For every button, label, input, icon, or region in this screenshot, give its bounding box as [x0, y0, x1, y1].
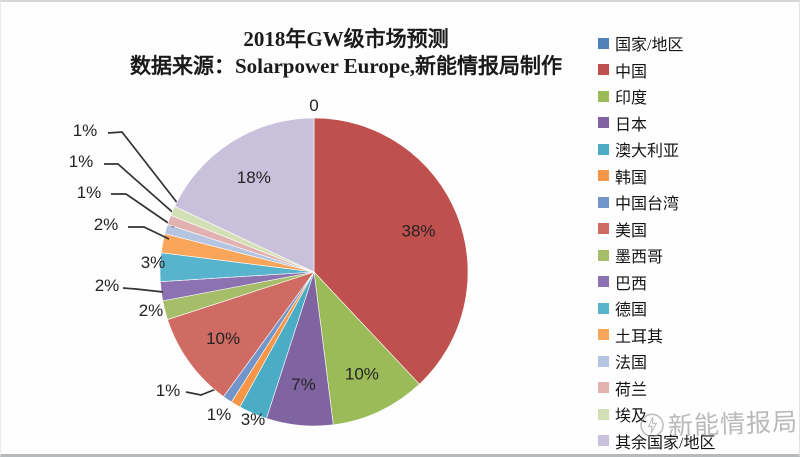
legend-item-7: 美国: [598, 216, 798, 243]
legend-label: 德国: [615, 302, 648, 320]
pie-slice-1: [313, 117, 469, 385]
legend-item-9: 巴西: [598, 269, 798, 296]
legend-label: 中国: [615, 63, 648, 81]
legend-item-10: 德国: [598, 295, 798, 322]
chart-legend: 国家/地区中国印度日本澳大利亚韩国中国台湾美国墨西哥巴西德国土耳其法国荷兰埃及其…: [598, 30, 798, 454]
legend-swatch-icon: [598, 143, 609, 155]
legend-label: 澳大利亚: [615, 143, 680, 161]
pie-data-label-7: 10%: [206, 329, 240, 348]
pie-data-label-11: 2%: [94, 215, 119, 234]
legend-swatch-icon: [598, 249, 609, 261]
legend-label: 埃及: [615, 408, 648, 426]
legend-label: 墨西哥: [615, 249, 664, 267]
pie-data-label-4: 3%: [241, 410, 266, 429]
legend-label: 巴西: [615, 275, 648, 293]
legend-label: 中国台湾: [615, 196, 680, 214]
legend-label: 土耳其: [615, 328, 664, 346]
legend-item-12: 法国: [598, 348, 798, 375]
legend-swatch-icon: [598, 355, 609, 367]
legend-item-11: 土耳其: [598, 322, 798, 349]
leader-line-9: [122, 287, 164, 293]
legend-swatch-icon: [598, 302, 609, 314]
legend-swatch-icon: [598, 276, 609, 288]
legend-swatch-icon: [598, 90, 609, 102]
legend-label: 其余国家/地区: [615, 434, 716, 452]
pie-data-label-2: 10%: [345, 365, 379, 384]
legend-swatch-icon: [598, 435, 609, 447]
chart-title-block: 2018年GW级市场预测 数据来源：Solarpower Europe,新能情报…: [56, 26, 636, 80]
legend-label: 国家/地区: [615, 37, 684, 55]
legend-item-1: 中国: [598, 57, 798, 84]
legend-item-13: 荷兰: [598, 375, 798, 402]
legend-swatch-icon: [598, 37, 609, 49]
legend-label: 韩国: [615, 169, 648, 187]
legend-swatch-icon: [598, 64, 609, 76]
legend-item-3: 日本: [598, 110, 798, 137]
pie-data-label-3: 7%: [291, 375, 316, 394]
pie-data-label-10: 3%: [141, 253, 166, 272]
legend-swatch-icon: [598, 382, 609, 394]
legend-item-6: 中国台湾: [598, 189, 798, 216]
legend-label: 印度: [615, 90, 648, 108]
legend-item-0: 国家/地区: [598, 30, 798, 57]
chart-subtitle: 数据来源：Solarpower Europe,新能情报局制作: [129, 54, 563, 78]
pie-data-label-9: 2%: [95, 276, 120, 295]
leader-line-14: [107, 131, 183, 210]
legend-item-4: 澳大利亚: [598, 136, 798, 163]
pie-data-label-15: 18%: [237, 168, 271, 187]
leader-line-12: [111, 193, 175, 228]
legend-swatch-icon: [598, 329, 609, 341]
pie-slice-15: [174, 117, 315, 273]
pie-data-label-1: 38%: [401, 222, 435, 241]
pie-data-label-8: 2%: [139, 301, 164, 320]
pie-data-label-14: 1%: [73, 121, 98, 140]
pie-data-label-0: 0: [309, 96, 318, 115]
legend-label: 美国: [615, 222, 648, 240]
legend-swatch-icon: [598, 117, 609, 129]
legend-swatch-icon: [598, 196, 609, 208]
legend-label: 法国: [615, 355, 648, 373]
leader-line-13: [104, 163, 179, 218]
legend-item-15: 其余国家/地区: [598, 428, 798, 455]
legend-item-8: 墨西哥: [598, 242, 798, 269]
pie-data-label-12: 1%: [77, 183, 102, 202]
legend-swatch-icon: [598, 408, 609, 420]
pie-data-label-13: 1%: [69, 152, 94, 171]
legend-item-2: 印度: [598, 83, 798, 110]
legend-item-14: 埃及: [598, 401, 798, 428]
pie-data-label-5: 1%: [207, 405, 232, 424]
leader-line-11: [128, 226, 170, 240]
legend-item-5: 韩国: [598, 163, 798, 190]
legend-swatch-icon: [598, 223, 609, 235]
legend-label: 荷兰: [615, 381, 648, 399]
pie-slice-7: [167, 271, 315, 398]
legend-label: 日本: [615, 116, 648, 134]
pie-slice-2: [313, 271, 420, 426]
chart-title: 2018年GW级市场预测: [243, 27, 449, 51]
pie-data-label-6: 1%: [156, 381, 181, 400]
legend-swatch-icon: [598, 170, 609, 182]
